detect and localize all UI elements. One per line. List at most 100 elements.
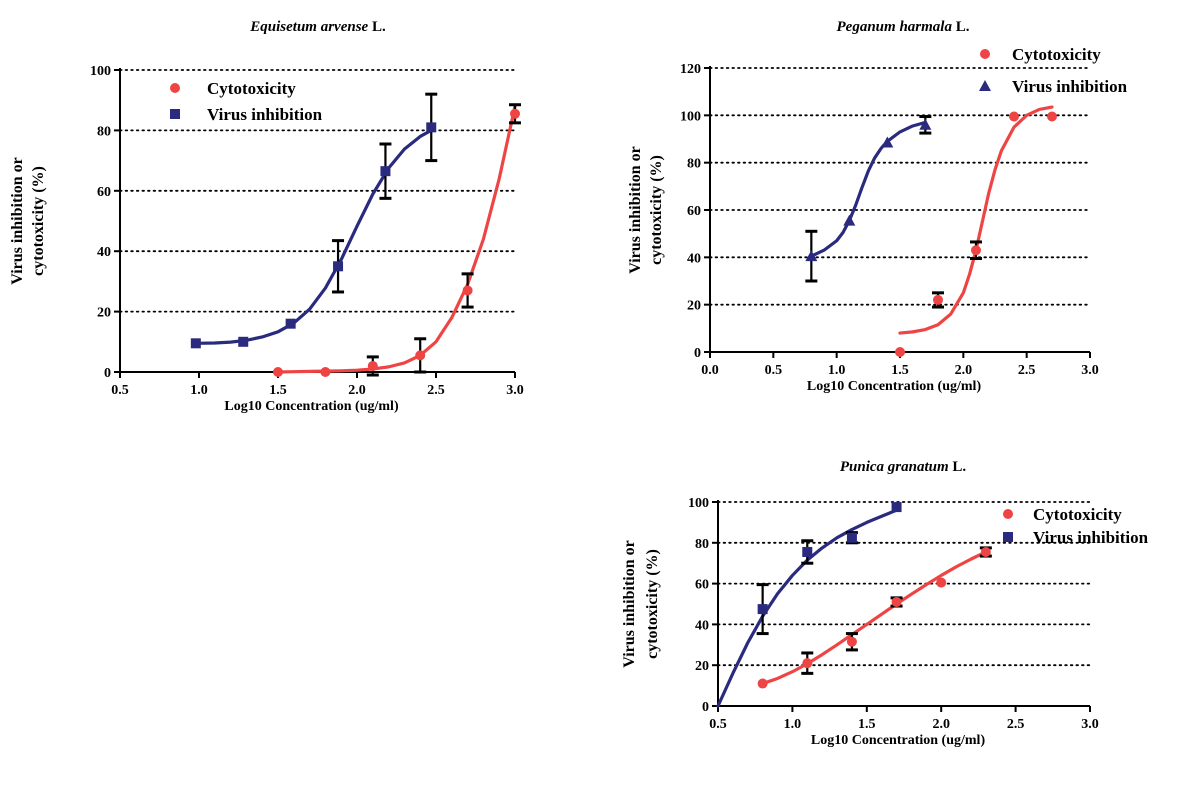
x-tick-label: 1.0 (190, 383, 208, 398)
y-tick-label: 80 (97, 124, 111, 139)
x-tick-label: 1.5 (858, 717, 876, 732)
y-tick-label: 60 (687, 204, 701, 219)
data-point (510, 108, 520, 119)
chart-title: Equisetum arvense L. (249, 19, 386, 35)
y-axis-label: cytotoxicity (%) (30, 166, 47, 276)
data-point (802, 546, 813, 557)
data-point (895, 347, 905, 357)
series-cytotoxicity (757, 546, 992, 689)
x-tick-label: 1.0 (784, 717, 802, 732)
legend-marker (170, 83, 180, 93)
x-tick-label: 2.5 (1007, 717, 1025, 732)
legend-marker (980, 49, 990, 59)
legend-item: Virus inhibition (1003, 528, 1149, 547)
data-point (846, 636, 857, 647)
x-tick-label: 0.5 (709, 717, 727, 732)
data-point (805, 250, 818, 262)
y-tick-label: 40 (97, 245, 111, 260)
legend-label: Virus inhibition (1012, 77, 1128, 96)
x-tick-label: 2.0 (348, 383, 366, 398)
chart-title: Peganum harmala L. (837, 19, 970, 35)
y-tick-label: 80 (687, 157, 701, 172)
y-tick-label: 0 (104, 366, 111, 381)
x-tick-label: 0.5 (765, 363, 783, 378)
legend-label: Cytotoxicity (1033, 505, 1122, 524)
legend-item: Cytotoxicity (1003, 505, 1122, 524)
x-tick-label: 2.5 (427, 383, 445, 398)
data-point (933, 294, 943, 305)
y-tick-label: 80 (695, 537, 709, 552)
x-tick-label: 3.0 (1081, 363, 1099, 378)
y-tick-label: 20 (695, 659, 709, 674)
legend-label: Cytotoxicity (207, 79, 296, 98)
y-axis-label: Virus inhibition or (627, 146, 644, 273)
y-tick-label: 0 (694, 346, 701, 361)
series-virus-inhibition (805, 115, 932, 283)
data-point (415, 350, 426, 361)
y-tick-label: 100 (688, 496, 709, 511)
y-tick-label: 0 (702, 700, 709, 715)
data-point (285, 318, 296, 329)
x-tick-label: 3.0 (506, 383, 524, 398)
x-axis-label: Log10 Concentration (ug/ml) (224, 399, 399, 414)
legend-label: Cytotoxicity (1012, 45, 1101, 64)
fit-curve (761, 550, 988, 686)
series-cytotoxicity (895, 105, 1057, 357)
legend-marker (979, 80, 991, 91)
x-tick-label: 0.5 (111, 383, 129, 398)
data-point (757, 678, 768, 689)
chart-panel-1: Equisetum arvense L. 0 20 40 60 80 100 0.5 1.0 1.… (9, 19, 524, 414)
y-tick-label: 60 (695, 578, 709, 593)
x-tick-label: 1.5 (891, 363, 909, 378)
series-virus-inhibition (716, 502, 902, 708)
y-tick-label: 100 (680, 109, 701, 124)
data-point (980, 546, 991, 557)
data-point (919, 118, 932, 130)
data-point (380, 166, 391, 177)
data-point (1009, 111, 1019, 122)
data-point (273, 367, 283, 377)
x-tick-label: 1.5 (269, 383, 287, 398)
data-point (757, 604, 768, 615)
data-point (426, 122, 437, 133)
y-tick-label: 20 (687, 299, 701, 314)
y-axis-label: cytotoxicity (%) (644, 549, 661, 659)
fit-curve (809, 120, 927, 258)
data-point (881, 136, 894, 148)
x-tick-label: 0.0 (701, 363, 719, 378)
legend-marker (170, 109, 180, 119)
y-tick-label: 60 (97, 185, 111, 200)
x-axis-label: Log10 Concentration (ug/ml) (807, 379, 982, 394)
data-point (462, 285, 473, 296)
chart-panel-2: Peganum harmala L. 0 20 40 60 80 100 120 0.0 0.5 1… (627, 19, 1128, 394)
series-cytotoxicity (273, 103, 521, 377)
data-point (367, 360, 378, 371)
data-point (190, 338, 201, 349)
chart-title: Punica granatum L. (840, 459, 967, 475)
data-point (320, 367, 331, 377)
chart-panel-3: Punica granatum L. 0 20 40 60 80 100 0.5 1.0 1.5 2… (621, 459, 1149, 748)
legend-item: Cytotoxicity (980, 45, 1101, 64)
x-tick-label: 3.0 (1081, 717, 1099, 732)
data-point (936, 577, 947, 588)
legend-marker (1003, 532, 1013, 542)
legend-marker (1003, 509, 1013, 519)
y-tick-label: 40 (695, 618, 709, 633)
y-tick-label: 120 (680, 62, 701, 77)
data-point (971, 245, 981, 256)
legend-item: Virus inhibition (170, 105, 323, 124)
x-tick-label: 1.0 (828, 363, 846, 378)
x-axis-label: Log10 Concentration (ug/ml) (811, 733, 986, 748)
y-axis-label: Virus inhibition or (9, 157, 26, 284)
y-axis-label: Virus inhibition or (621, 540, 638, 667)
x-tick-label: 2.5 (1018, 363, 1036, 378)
fit-curve (276, 104, 517, 374)
legend-item: Virus inhibition (979, 77, 1128, 96)
data-point (333, 261, 344, 272)
y-tick-label: 40 (687, 251, 701, 266)
x-tick-label: 2.0 (955, 363, 973, 378)
y-tick-label: 100 (90, 64, 111, 79)
y-tick-label: 20 (97, 306, 111, 321)
fit-curve (898, 105, 1054, 335)
